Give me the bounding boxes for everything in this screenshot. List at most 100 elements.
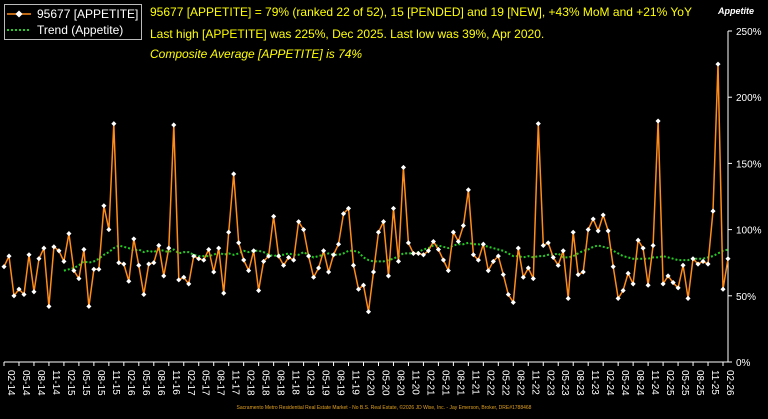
- appetite-point: [650, 242, 656, 249]
- appetite-point: [725, 256, 731, 262]
- x-tick-label: 08-16: [155, 370, 166, 396]
- x-tick-label: 05-25: [679, 370, 690, 396]
- appetite-point: [291, 257, 297, 263]
- appetite-point: [271, 213, 277, 219]
- x-tick-label: 08-25: [694, 370, 705, 396]
- appetite-point: [500, 272, 506, 278]
- footer-credit: Sacramento Metro Residential Real Estate…: [236, 405, 532, 411]
- chart-title: Appetite: [718, 6, 754, 16]
- appetite-point: [610, 264, 616, 270]
- appetite-point: [196, 256, 202, 262]
- appetite-point: [281, 262, 287, 268]
- y-tick-label: 150%: [736, 159, 762, 170]
- x-tick-label: 11-19: [350, 370, 361, 395]
- appetite-point: [660, 281, 666, 287]
- appetite-point: [6, 253, 12, 259]
- appetite-point: [176, 277, 182, 283]
- x-tick-label: 11-14: [50, 370, 61, 395]
- x-tick-label: 05-15: [80, 370, 91, 396]
- appetite-point: [231, 171, 237, 177]
- appetite-point: [331, 252, 337, 258]
- appetite-point: [321, 248, 327, 254]
- appetite-point: [91, 266, 97, 272]
- x-tick-label: 08-21: [454, 370, 465, 396]
- appetite-point: [261, 258, 267, 264]
- x-tick-label: 02-17: [185, 370, 196, 396]
- appetite-point: [475, 257, 481, 263]
- appetite-point: [385, 273, 391, 279]
- appetite-point: [710, 208, 716, 214]
- y-tick-label: 250%: [736, 27, 762, 38]
- appetite-point: [535, 121, 541, 127]
- appetite-point: [565, 295, 571, 301]
- appetite-point: [171, 122, 177, 128]
- legend-label-series1: 95677 [APPETITE]: [37, 7, 139, 21]
- x-tick-label: 11-24: [649, 370, 660, 395]
- appetite-point: [525, 265, 531, 271]
- appetite-point: [216, 245, 222, 251]
- appetite-point: [266, 253, 272, 259]
- x-tick-label: 05-21: [439, 370, 450, 396]
- appetite-point: [211, 269, 217, 275]
- appetite-point: [495, 253, 501, 259]
- appetite-point: [560, 248, 566, 254]
- appetite-point: [595, 228, 601, 234]
- appetite-point: [415, 250, 421, 256]
- appetite-point: [26, 252, 32, 258]
- appetite-point: [340, 211, 347, 217]
- x-tick-label: 11-18: [290, 370, 301, 395]
- appetite-point: [241, 257, 247, 263]
- x-tick-label: 05-20: [379, 370, 390, 396]
- appetite-point: [530, 276, 536, 282]
- appetite-point: [570, 229, 576, 235]
- x-tick-label: 02-21: [424, 370, 435, 396]
- x-tick-label: 05-24: [619, 370, 630, 396]
- appetite-point: [460, 223, 466, 229]
- appetite-point: [136, 262, 142, 268]
- appetite-point: [201, 257, 207, 263]
- appetite-point: [365, 309, 372, 315]
- appetite-point: [296, 219, 302, 225]
- appetite-point: [156, 242, 162, 249]
- legend-swatch-series2: [7, 29, 31, 31]
- x-tick-label: 11-21: [469, 370, 480, 395]
- x-tick-label: 11-23: [589, 370, 600, 395]
- headline-line-2: Last high [APPETITE] was 225%, Dec 2025.…: [150, 27, 545, 41]
- legend-swatch-series1: [7, 10, 31, 18]
- x-tick-label: 05-14: [20, 370, 31, 396]
- appetite-point: [400, 164, 406, 170]
- appetite-point: [430, 238, 436, 245]
- x-tick-label: 08-14: [35, 370, 46, 396]
- appetite-point: [520, 274, 526, 280]
- x-tick-label: 05-16: [140, 370, 151, 396]
- x-tick-label: 02-25: [664, 370, 675, 396]
- x-tick-label: 05-17: [200, 370, 211, 396]
- legend: 95677 [APPETITE] Trend (Appetite): [4, 4, 142, 40]
- y-tick-label: 100%: [736, 226, 762, 237]
- x-tick-label: 11-20: [409, 370, 420, 395]
- appetite-point: [465, 187, 471, 193]
- appetite-point: [86, 303, 92, 309]
- appetite-point: [106, 227, 112, 233]
- appetite-point: [455, 238, 461, 245]
- appetite-point: [360, 282, 367, 288]
- appetite-point: [221, 290, 227, 296]
- x-tick-label: 02-22: [484, 370, 495, 396]
- x-tick-label: 08-23: [574, 370, 585, 396]
- x-tick-label: 02-15: [65, 370, 76, 396]
- legend-item-series2: Trend (Appetite): [5, 22, 123, 38]
- x-tick-label: 02-14: [5, 370, 16, 396]
- appetite-point: [251, 248, 257, 254]
- appetite-point: [515, 245, 521, 251]
- appetite-point: [236, 240, 242, 246]
- appetite-point: [700, 258, 706, 264]
- appetite-point: [61, 258, 67, 264]
- appetite-point: [226, 229, 232, 235]
- appetite-point: [375, 229, 381, 235]
- appetite-point: [470, 252, 476, 258]
- appetite-point: [405, 240, 411, 246]
- appetite-point: [126, 278, 132, 284]
- appetite-point: [575, 272, 581, 278]
- appetite-point: [151, 260, 157, 266]
- appetite-point: [186, 281, 192, 287]
